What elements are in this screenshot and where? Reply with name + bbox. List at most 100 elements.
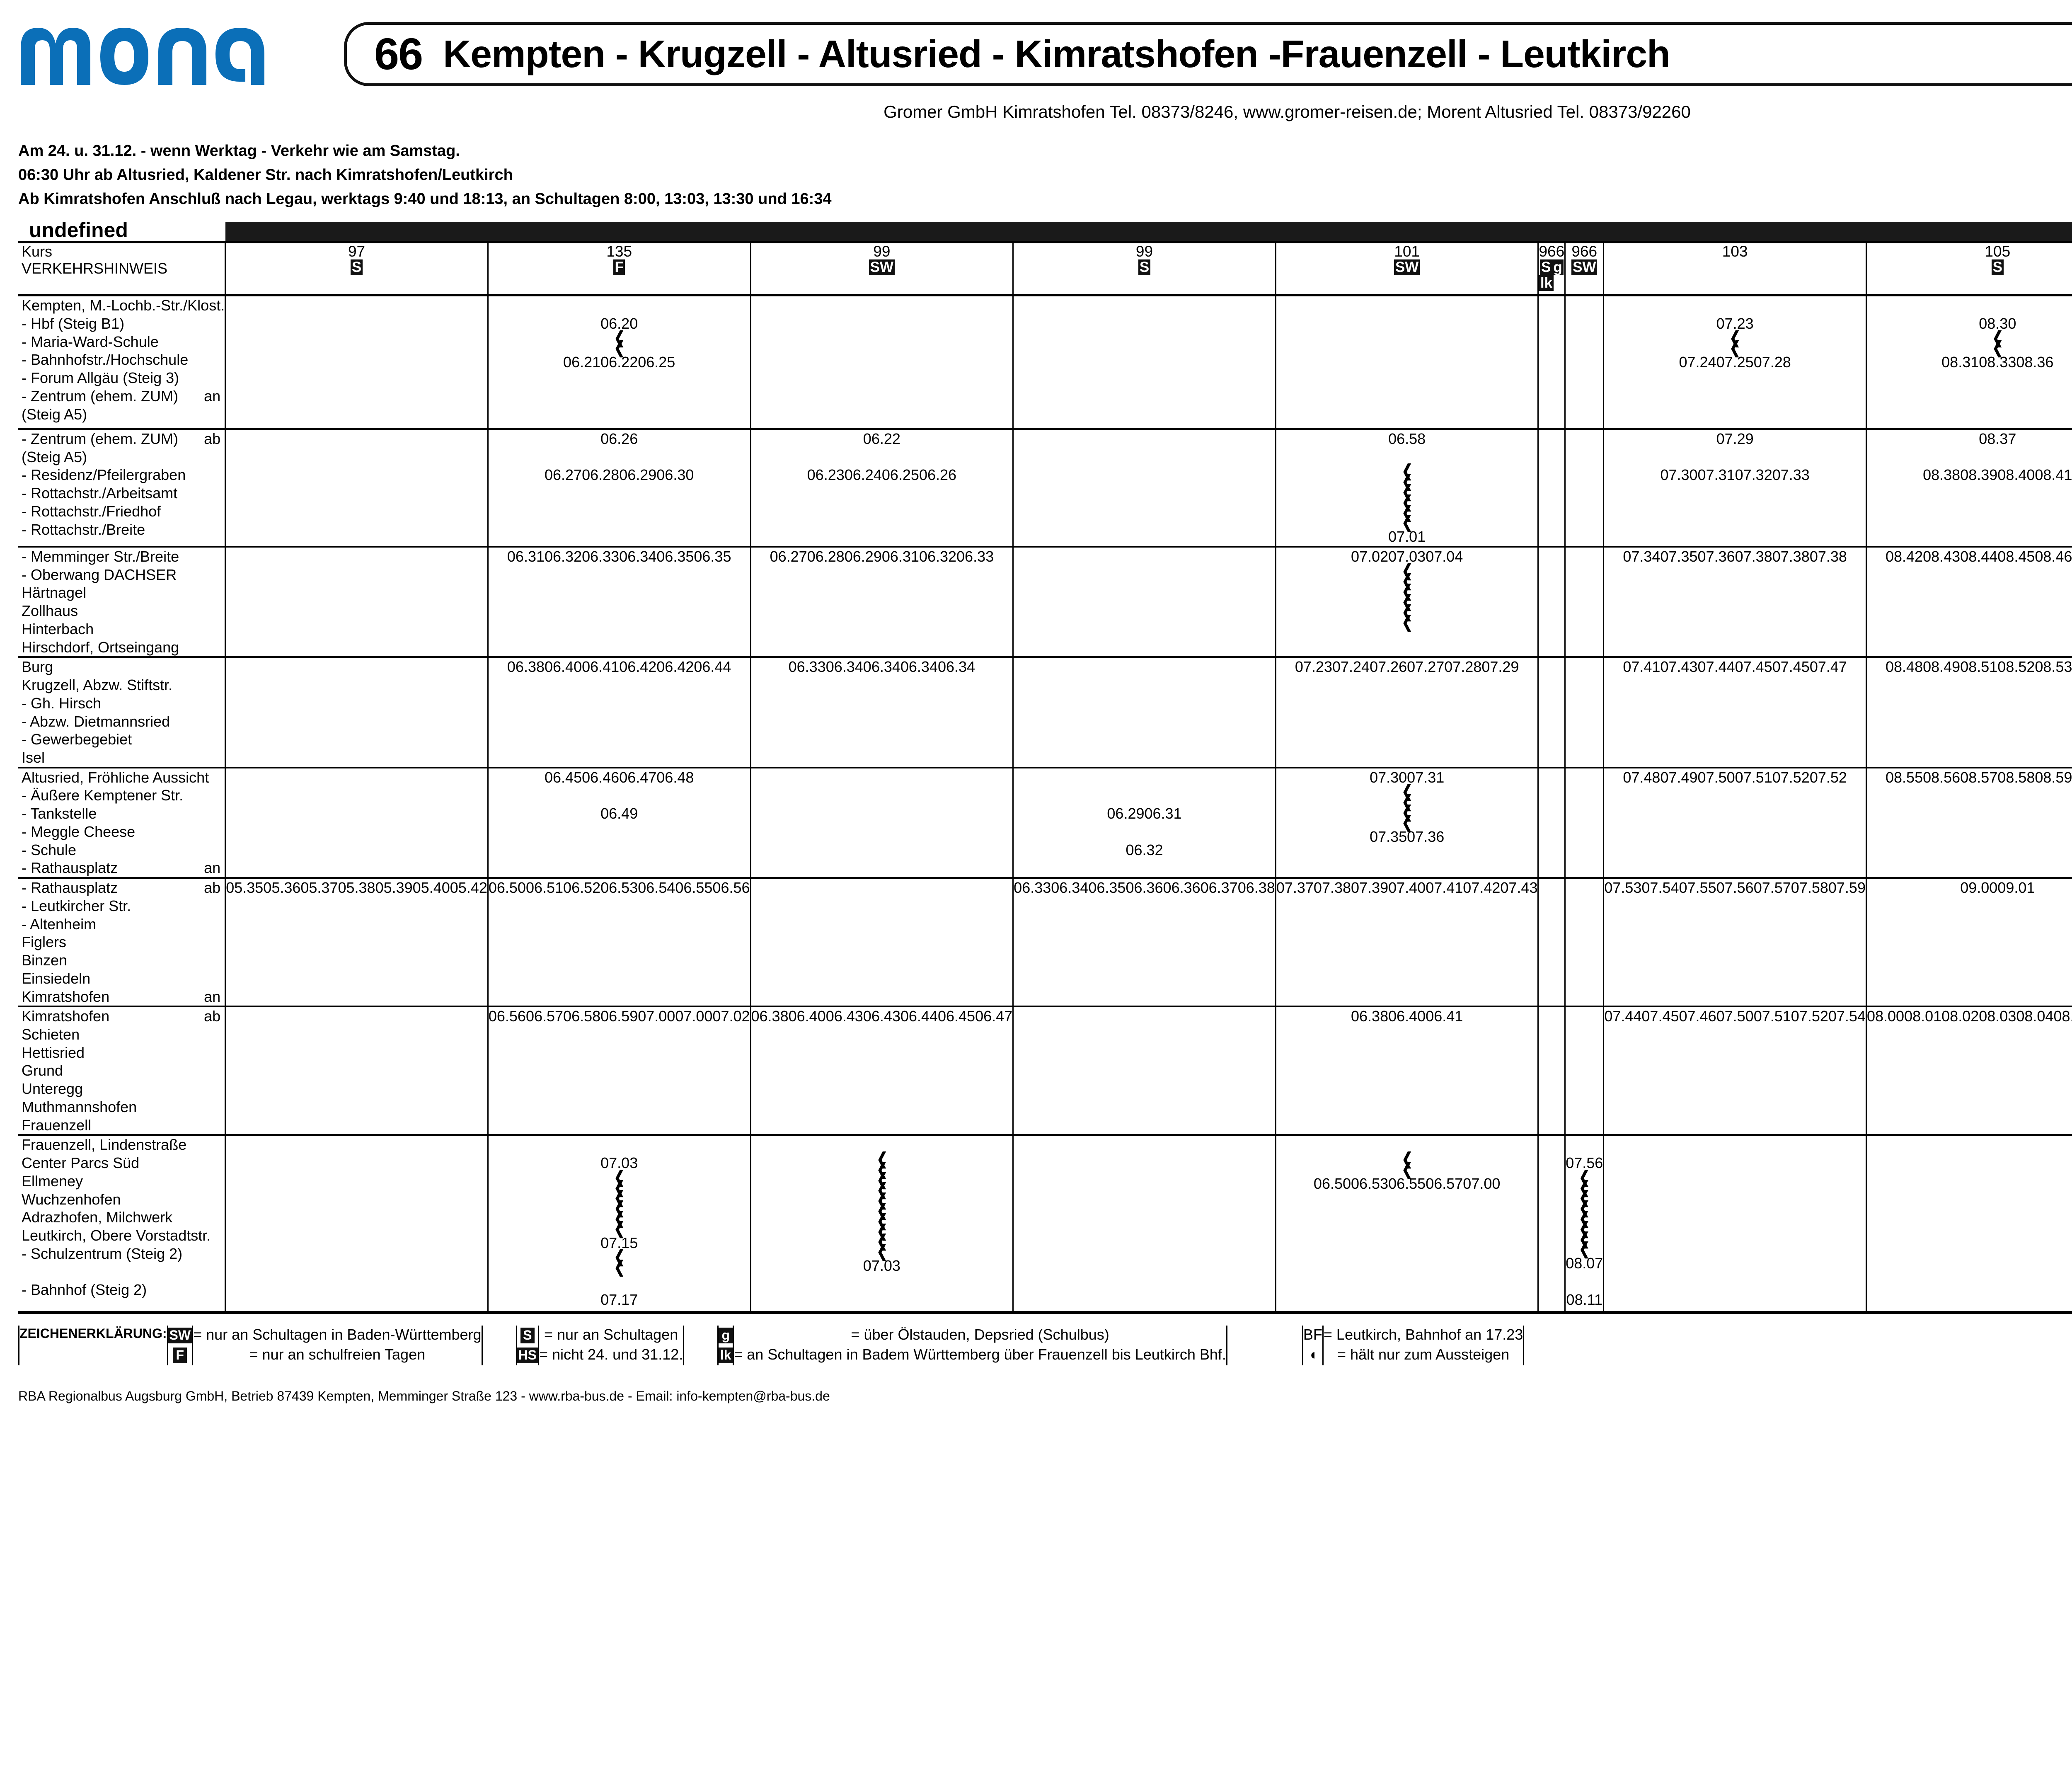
time-cell[interactable] xyxy=(1564,657,1605,768)
course-column-header[interactable]: 105 S xyxy=(1865,241,2072,297)
time-value: 06.43 xyxy=(825,1008,863,1025)
time-cell[interactable]: 08.4808.4908.5108.5208.5308.54 xyxy=(1865,657,2072,768)
time-cell[interactable] xyxy=(1537,295,1566,430)
stop-name: - Rottachstr./Friedhof xyxy=(22,502,161,520)
time-cell[interactable]: 07.2307.2407.2607.2707.2807.29 xyxy=(1275,657,1539,768)
time-cell[interactable] xyxy=(225,1006,489,1136)
time-cell[interactable] xyxy=(1012,295,1276,430)
time-cell[interactable]: 06.26 06.2706.2806.2906.30 xyxy=(487,429,751,548)
empty-time xyxy=(1539,502,1564,521)
time-cell[interactable]: 07.5307.5407.5507.5607.5707.5807.59 xyxy=(1603,878,1867,1008)
time-cell[interactable]: 07.3707.3807.3907.4007.4107.4207.43 xyxy=(1275,878,1539,1008)
time-cell[interactable]: 06.3806.4006.4106.4206.4206.44 xyxy=(487,657,751,768)
course-column-header[interactable]: 99 S xyxy=(1012,241,1276,297)
time-cell[interactable] xyxy=(1564,878,1605,1008)
time-cell[interactable]: 06.3806.4006.4306.4306.4406.4506.47 xyxy=(750,1006,1014,1136)
empty-time xyxy=(226,1281,487,1299)
through-mark-icon: ❮ ❮ xyxy=(1402,602,1413,631)
time-cell[interactable] xyxy=(1537,546,1566,658)
time-value: 06.56 xyxy=(712,879,750,897)
time-cell[interactable] xyxy=(1537,878,1566,1008)
time-cell[interactable]: 05.3505.3605.3705.3805.3905.4005.42 xyxy=(225,878,489,1008)
time-cell[interactable] xyxy=(225,767,489,879)
time-cell[interactable] xyxy=(1603,1135,1867,1314)
time-cell[interactable]: 07.4807.4907.5007.5107.5207.52 xyxy=(1603,767,1867,879)
time-cell[interactable] xyxy=(1012,657,1276,768)
empty-time xyxy=(226,1116,487,1134)
time-cell[interactable] xyxy=(1537,1135,1566,1314)
time-cell[interactable] xyxy=(225,546,489,658)
time-cell[interactable]: 07.0207.0307.04 ❮ ❮ ❮ ❮ ❮ ❮ xyxy=(1275,546,1539,658)
time-cell[interactable] xyxy=(1865,1135,2072,1314)
empty-time xyxy=(1014,1245,1275,1263)
time-cell[interactable]: 06.3306.3406.3506.3606.3606.3706.38 xyxy=(1012,878,1276,1008)
course-column-header[interactable]: 101 SW xyxy=(1275,241,1539,297)
time-cell[interactable]: 07.03 ❮ ❮ ❮ ❮ ❮ ❮ 07.15 ❮ ❮ 07.17 xyxy=(487,1135,751,1314)
stop-name-row: Hinterbach xyxy=(22,620,225,638)
course-number: 966 xyxy=(1539,243,1565,260)
time-cell[interactable]: 07.3007.31 ❮ ❮ ❮ ❮ 07.3507.36 xyxy=(1275,767,1539,879)
time-cell[interactable]: 06.5606.5706.5806.5907.0007.0007.02 xyxy=(487,1006,751,1136)
time-cell[interactable]: 08.0008.0108.0208.0308.0408.0508.06 xyxy=(1865,1006,2072,1136)
time-cell[interactable]: 09.0009.01 xyxy=(1865,878,2072,1008)
empty-time xyxy=(1014,1136,1275,1154)
course-column-header[interactable]: 99 SW xyxy=(750,241,1014,297)
time-cell[interactable]: ❮ ❮ 06.5006.5306.5506.5707.00 xyxy=(1275,1135,1539,1314)
time-cell[interactable]: 06.5006.5106.5206.5306.5406.5506.56 xyxy=(487,878,751,1008)
time-cell[interactable] xyxy=(750,295,1014,430)
time-cell[interactable]: 06.20 ❮ ❮ 06.2106.2206.25 xyxy=(487,295,751,430)
course-column-header[interactable]: 103 xyxy=(1603,241,1867,297)
time-cell[interactable] xyxy=(225,295,489,430)
time-cell[interactable]: 06.2706.2806.2906.3106.3206.33 xyxy=(750,546,1014,658)
time-cell[interactable] xyxy=(1012,1006,1276,1136)
time-cell[interactable] xyxy=(1012,546,1276,658)
through-mark-icon: ❮ ❮ xyxy=(614,1248,625,1277)
time-cell[interactable] xyxy=(225,429,489,548)
time-cell[interactable]: 06.22 06.2306.2406.2506.26 xyxy=(750,429,1014,548)
time-cell[interactable] xyxy=(750,767,1014,879)
time-cell[interactable]: 08.4208.4308.4408.4508.4608.46 xyxy=(1865,546,2072,658)
time-cell[interactable] xyxy=(1012,429,1276,548)
empty-time xyxy=(226,1263,487,1281)
time-cell[interactable] xyxy=(1537,657,1566,768)
time-cell[interactable]: 06.3306.3406.3406.3406.34 xyxy=(750,657,1014,768)
arrive-depart-marker: ab xyxy=(204,879,221,897)
course-number: 99 xyxy=(1135,243,1153,260)
time-cell[interactable]: 07.23 ❮ ❮ 07.2407.2507.28 xyxy=(1603,295,1867,430)
time-cell[interactable] xyxy=(1275,295,1539,430)
time-cell[interactable]: 08.5508.5608.5708.5808.5908.59 xyxy=(1865,767,2072,879)
time-cell[interactable] xyxy=(1537,429,1566,548)
legend-badge-bf: BF xyxy=(1303,1326,1322,1343)
course-column-header[interactable]: 135 F xyxy=(487,241,751,297)
time-cell[interactable]: 06.58 ❮ ❮ ❮ ❮ ❮ ❮ 07.01 xyxy=(1275,429,1539,548)
time-cell[interactable] xyxy=(225,657,489,768)
time-cell[interactable] xyxy=(1012,1135,1276,1314)
time-cell[interactable] xyxy=(1564,429,1605,548)
time-cell[interactable]: 07.3407.3507.3607.3807.3807.38 xyxy=(1603,546,1867,658)
empty-time xyxy=(1867,915,2072,933)
time-cell[interactable] xyxy=(1537,1006,1566,1136)
time-cell[interactable]: 06.2906.31 06.32 xyxy=(1012,767,1276,879)
time-cell[interactable]: 06.3106.3206.3306.3406.3506.35 xyxy=(487,546,751,658)
course-column-header[interactable]: 966 SW xyxy=(1564,241,1605,297)
time-cell[interactable]: 06.4506.4606.4706.48 06.49 xyxy=(487,767,751,879)
time-cell[interactable]: ❮ ❮ ❮ ❮ ❮ ❮ ❮ ❮ ❮ ❮ 07.03 xyxy=(750,1135,1014,1314)
time-cell[interactable] xyxy=(1564,546,1605,658)
empty-time xyxy=(226,548,487,566)
time-cell[interactable]: 07.29 07.3007.3107.3207.33 xyxy=(1603,429,1867,548)
time-cell[interactable] xyxy=(750,878,1014,1008)
time-cell[interactable] xyxy=(1564,295,1605,430)
time-cell[interactable]: 06.3806.4006.41 xyxy=(1275,1006,1539,1136)
time-cell[interactable] xyxy=(1564,1006,1605,1136)
time-cell[interactable] xyxy=(1537,767,1566,879)
time-cell[interactable]: 07.4407.4507.4607.5007.5107.5207.54 xyxy=(1603,1006,1867,1136)
course-column-header[interactable]: 97 S xyxy=(225,241,489,297)
time-cell[interactable]: 08.30 ❮ ❮ 08.3108.3308.36 xyxy=(1865,295,2072,430)
time-cell[interactable]: 07.4107.4307.4407.4507.4507.47 xyxy=(1603,657,1867,768)
time-cell[interactable] xyxy=(225,1135,489,1314)
time-cell[interactable] xyxy=(1564,767,1605,879)
time-cell[interactable]: 08.37 08.3808.3908.4008.41 xyxy=(1865,429,2072,548)
empty-time xyxy=(1867,296,2072,315)
time-cell[interactable]: 07.56 ❮ ❮ ❮ ❮ ❮ ❮ ❮ ❮ 08.07 08.11 xyxy=(1564,1135,1605,1314)
